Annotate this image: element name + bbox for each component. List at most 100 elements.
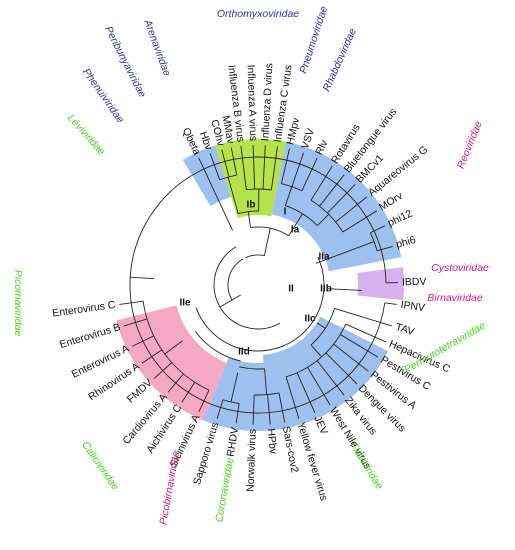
tree-branch-ray (340, 334, 379, 358)
leaf-label-influenza-a-virus: Influenza A virus (245, 64, 260, 141)
tree-branch-ray (153, 362, 173, 380)
tree-branch-ray (284, 186, 293, 206)
family-label-arenaviridae: Arenaviridae (141, 17, 173, 78)
tree-branch-ray (278, 392, 286, 423)
tree-branch-ray (221, 149, 230, 177)
leaf-label-phi6: phi6 (395, 234, 418, 251)
leaf-label-tav: TAV (394, 321, 416, 338)
tree-branch-ray (235, 403, 240, 424)
node-label-iia: IIa (318, 252, 330, 263)
tree-branch-ray (131, 335, 154, 347)
leaf-label-norwalk-virus: Norwalk virus (245, 429, 259, 492)
leaf-label-enterovirus-c: Enterovirus C (52, 299, 117, 320)
tree-branch-ray (296, 372, 316, 414)
tree-branch-ray (130, 276, 155, 280)
tree-branch-ray (291, 152, 305, 187)
tree-branch-arc (310, 199, 344, 233)
band-blue-reoviridae (271, 141, 402, 272)
tree-branch-ray (310, 166, 333, 201)
node-label-i: I (284, 207, 287, 218)
tree-branch-ray (345, 323, 387, 343)
node-label-iic: IIc (304, 314, 316, 325)
family-label-phenuiviridae: Phenuiviridae (80, 66, 126, 125)
tree-branch-ray (167, 373, 184, 393)
tree-branch-ray (334, 307, 393, 327)
family-label-pneumoviridae: Pneumoviridae (297, 5, 330, 75)
tree-branch-ray (285, 376, 300, 420)
tree-branch-ray (267, 394, 271, 425)
family-label-coronaviridae: Coronaviridae (213, 457, 236, 524)
tree-branch-arc (239, 366, 265, 370)
tree-branch-ray (141, 349, 163, 364)
tree-branch-ray (288, 213, 303, 237)
tree-branch-arc (245, 254, 265, 259)
tree-branch-arc (238, 210, 259, 215)
family-label-rhabdoviridae: Rhabdoviridae (321, 26, 360, 93)
tree-branch-ray (335, 196, 368, 223)
tree-branch-ray (198, 389, 210, 413)
tree-branch-ray (384, 302, 397, 305)
tree-branch-ray (325, 352, 358, 385)
tree-branch-ray (240, 145, 247, 190)
tree-branch-ray (181, 382, 196, 403)
tree-branch-ray (315, 249, 352, 264)
tree-branch-arc (219, 174, 237, 181)
tree-branch-ray (198, 157, 234, 231)
tree-branch-ray (333, 343, 369, 372)
tree-branch-ray (119, 300, 144, 305)
node-label-ia: Ia (291, 225, 300, 236)
node-label-ii: II (288, 284, 294, 295)
leaf-label-hmpv: HMpv (284, 116, 302, 146)
tree-branch-ray (327, 288, 362, 291)
tree-branch-ray (301, 157, 318, 191)
tree-branch-ray (280, 148, 290, 184)
family-label-flaviviridae: Flaviviridae (347, 440, 385, 492)
tree-branch-ray (227, 176, 239, 214)
tree-branch-ray (252, 394, 255, 425)
tree-branch-ray (316, 322, 326, 329)
tree-branch-ray (219, 294, 241, 308)
tree-branches (119, 145, 398, 425)
tree-branch-ray (270, 146, 278, 190)
leaf-label-rlv: Rlv (313, 137, 331, 156)
tree-branch-arc (129, 156, 387, 414)
tree-branch-ray (209, 153, 221, 180)
leaf-label-jev: JEV (311, 414, 330, 436)
leaf-label-phi12: phi12 (386, 208, 415, 230)
tree-branch-arc (227, 258, 244, 301)
tree-branch-ray (230, 372, 239, 403)
tree-branch-ray (252, 145, 256, 190)
tree-branch-ray (307, 367, 331, 406)
tree-branch-ray (123, 318, 148, 327)
family-label-peribunyaviridae: Peribunyaviridae (102, 24, 148, 99)
tree-branch-ray (370, 225, 386, 234)
family-label-leviviridae: Leviviridae (65, 112, 108, 157)
node-label-iie: IIe (179, 298, 191, 309)
tree-branch-ray (319, 174, 345, 207)
band-purple-birnaviridae (357, 267, 404, 301)
band-green-orthomyxoviridae (215, 138, 286, 219)
node-label-iib: IIb (320, 284, 332, 295)
family-label-caliciviridae: Caliciviridae (79, 439, 121, 492)
tree-branch-arc (194, 331, 241, 362)
leaf-label-influenza-d-virus: Influenza D virus (259, 63, 275, 142)
family-label-orthomyxoviridae: Orthomyxoviridae (217, 8, 299, 20)
node-label-iid: IId (238, 347, 250, 358)
family-label-cystoviridae: Cystoviridae (431, 262, 489, 274)
tree-branch-ray (342, 210, 377, 233)
tree-branch-ray (377, 245, 393, 252)
leaf-label-hpbv: HPbv (265, 428, 279, 455)
tree-branch-arc (222, 399, 240, 404)
leaf-label-rhdv: RHDV (225, 426, 242, 457)
tree-branch-ray (230, 147, 238, 176)
tree-branch-arc (213, 246, 281, 330)
family-label-reoviridae: Reoviridae (455, 119, 485, 170)
family-label-picobirnaviridae: Picobirnaviridae (157, 450, 182, 526)
leaf-label-morv: MOrv (377, 189, 406, 213)
leaf-label-fmdv: FMDV (125, 377, 155, 406)
tree-branch-ray (351, 241, 375, 251)
leaf-label-ipnv: IPNV (400, 299, 426, 314)
tree-branch-ray (164, 340, 183, 355)
